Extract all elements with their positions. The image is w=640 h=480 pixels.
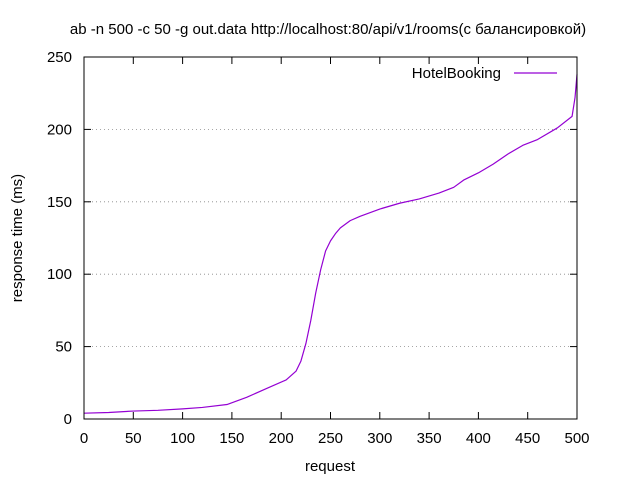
y-tick-label-50: 50	[55, 339, 72, 356]
legend-label-hotelbooking: HotelBooking	[412, 65, 501, 82]
y-tick-label-200: 200	[47, 121, 72, 138]
x-tick-label-0: 0	[80, 430, 88, 447]
x-tick-label-450: 450	[515, 430, 540, 447]
series-layer	[83, 74, 578, 414]
x-tick-label-150: 150	[219, 430, 244, 447]
y-tick-label-100: 100	[47, 266, 72, 283]
plot-frame	[83, 56, 578, 420]
x-tick-label-250: 250	[318, 430, 343, 447]
y-axis-label: response time (ms)	[9, 174, 26, 302]
x-tick-label-400: 400	[466, 430, 491, 447]
x-tick-label-350: 350	[417, 430, 442, 447]
x-tick-label-500: 500	[564, 430, 589, 447]
tick-layer: 0 50 100 150 200 250 0 50 100 150 200 250 300 350 400 4…	[47, 49, 590, 447]
x-tick-label-200: 200	[269, 430, 294, 447]
x-axis-label: request	[305, 458, 356, 475]
y-tick-label-0: 0	[64, 411, 72, 428]
y-tick-label-150: 150	[47, 194, 72, 211]
series-line-hotelbooking	[83, 74, 578, 414]
chart-title: ab -n 500 -c 50 -g out.data http://local…	[70, 21, 586, 38]
y-tick-label-250: 250	[47, 49, 72, 66]
x-tick-label-50: 50	[125, 430, 142, 447]
x-tick-label-300: 300	[367, 430, 392, 447]
legend: HotelBooking	[412, 65, 557, 82]
x-tick-label-100: 100	[170, 430, 195, 447]
grid-lines	[84, 128, 577, 348]
